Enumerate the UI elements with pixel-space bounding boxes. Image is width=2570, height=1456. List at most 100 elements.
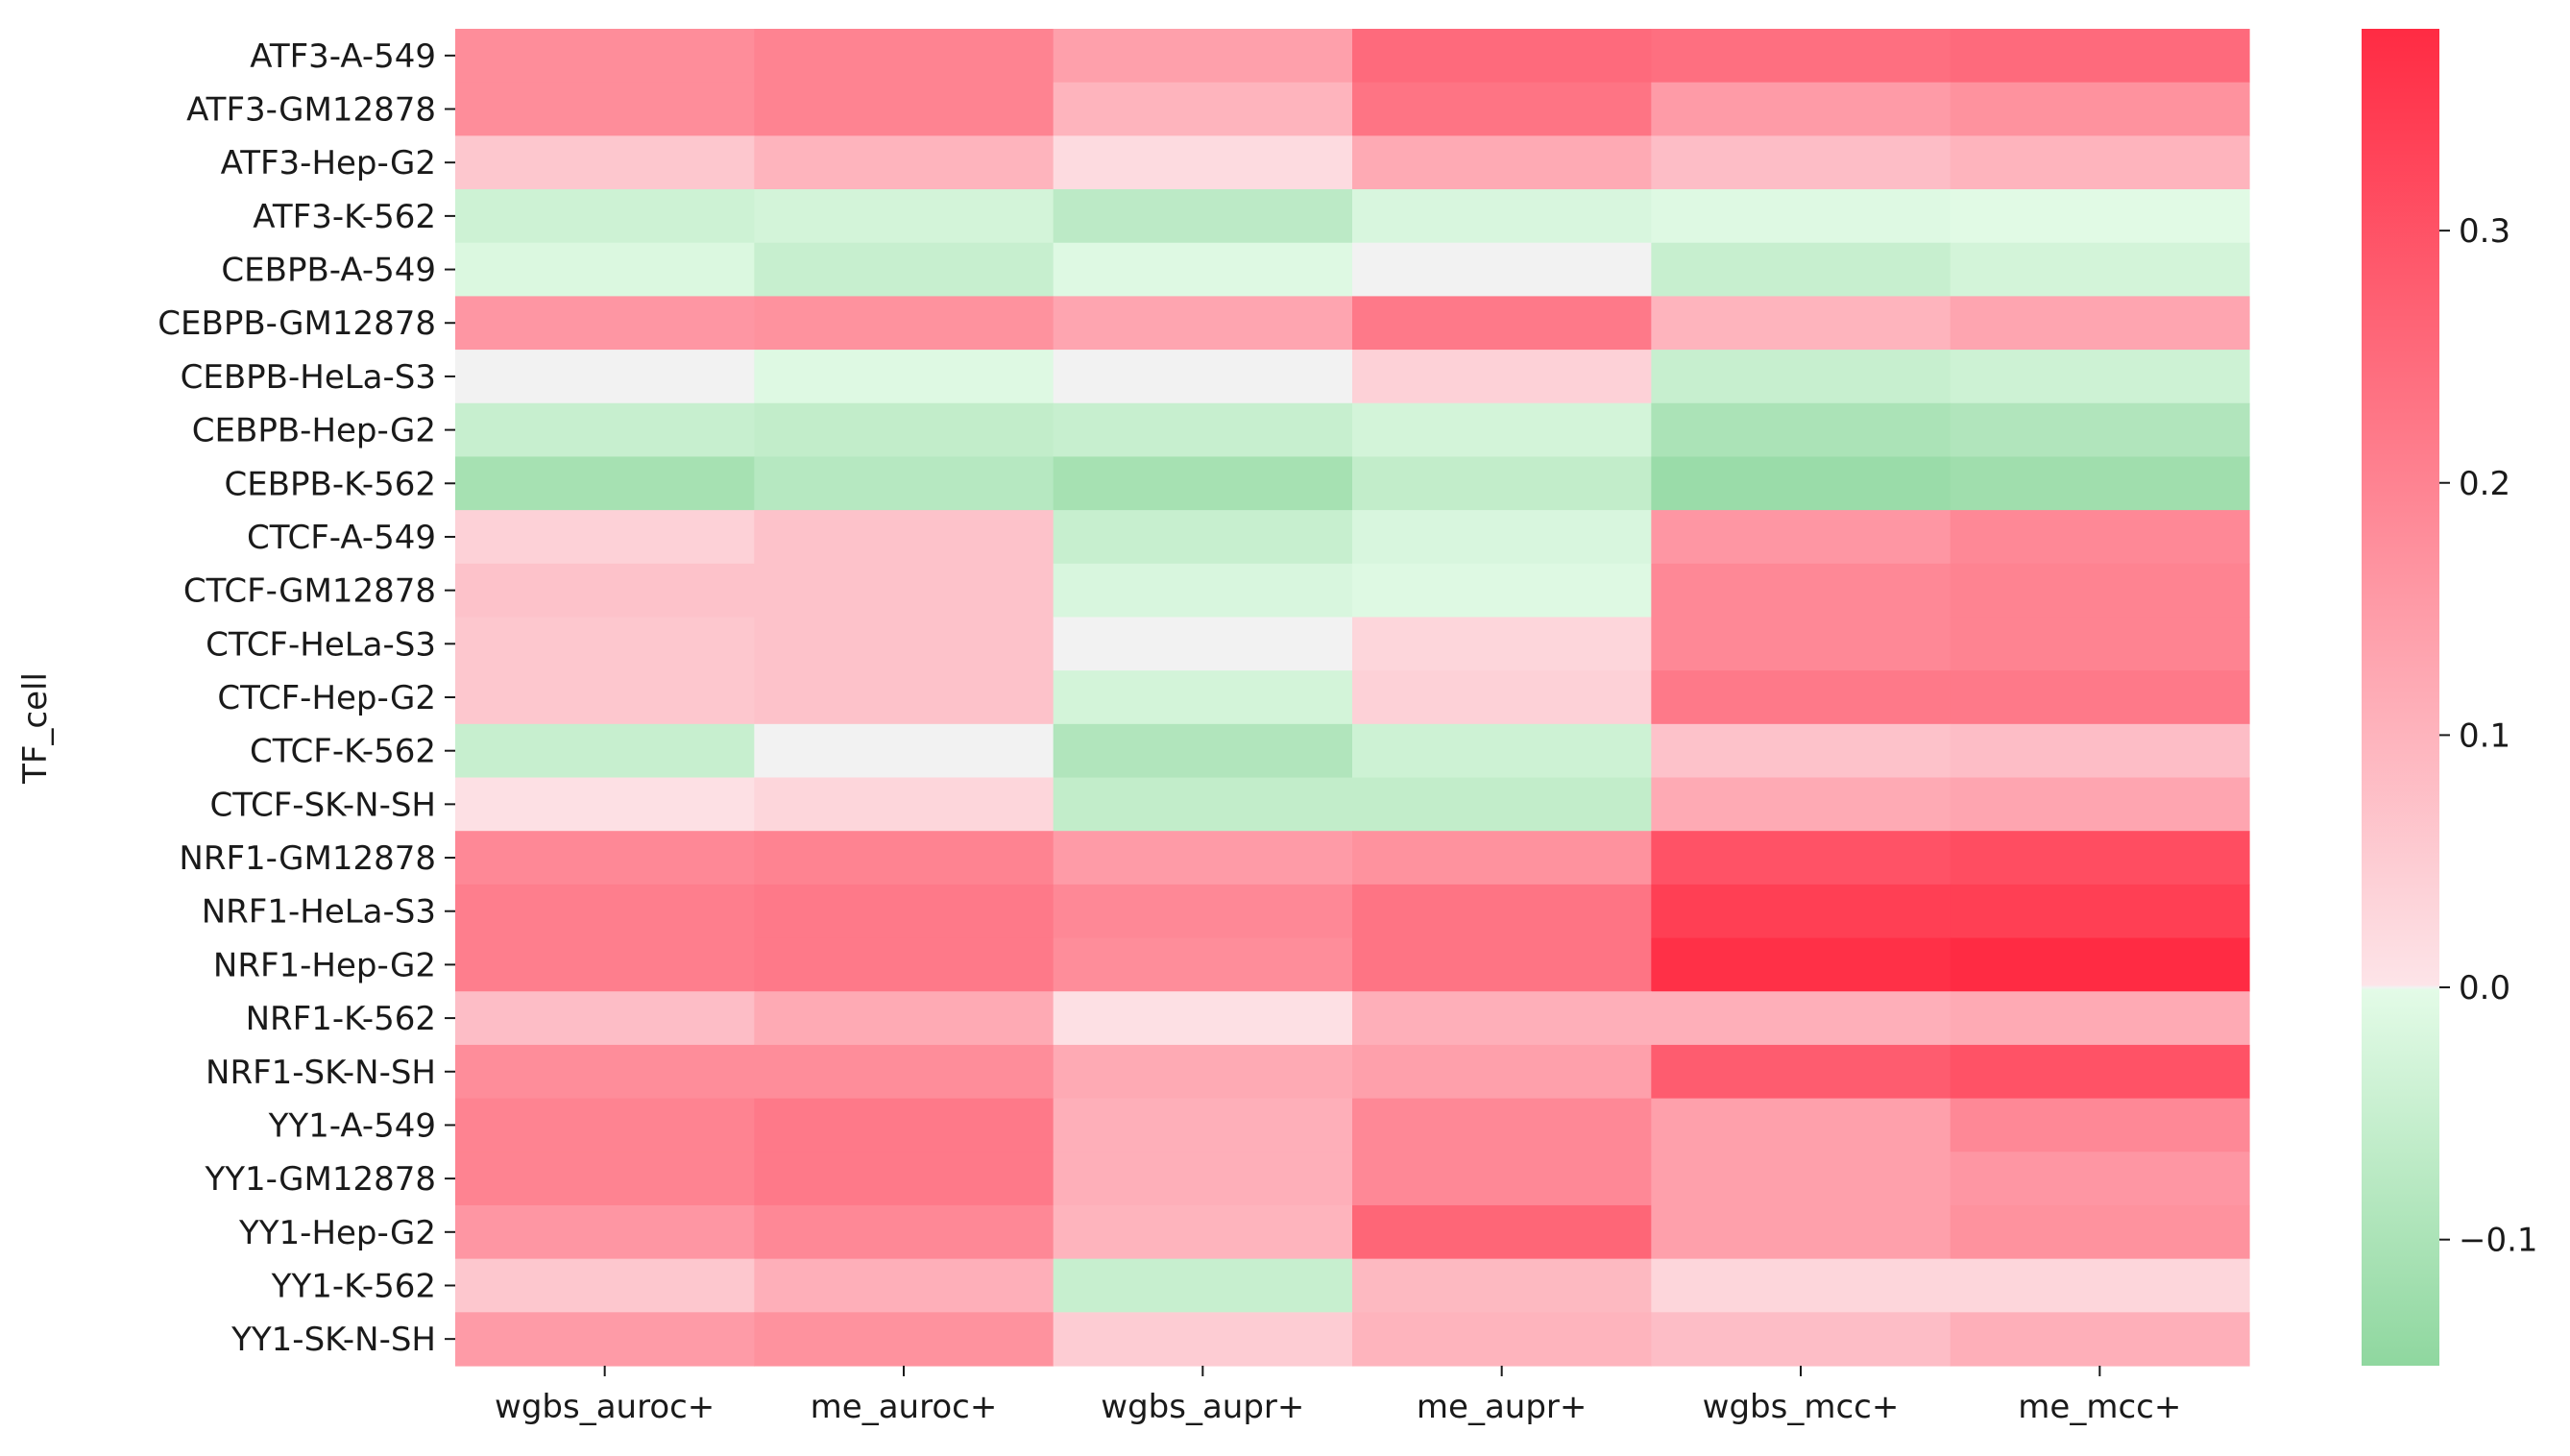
heatmap-cell [1352, 1204, 1652, 1260]
heatmap-cell [1651, 402, 1952, 458]
heatmap-cell [1950, 831, 2250, 886]
heatmap-cell [1950, 510, 2250, 565]
heatmap-cell [754, 991, 1055, 1046]
heatmap-cell [1950, 242, 2250, 297]
heatmap-cell [754, 402, 1055, 458]
heatmap-cell [1053, 937, 1353, 992]
y-tick-label: CTCF-A-549 [247, 519, 436, 557]
x-tick-label: wgbs_mcc+ [1703, 1388, 1900, 1426]
y-tick-label: YY1-A-549 [268, 1106, 436, 1145]
heatmap-cell [1053, 402, 1353, 458]
heatmap-cell [455, 1044, 755, 1100]
y-tick-label: ATF3-K-562 [253, 198, 436, 236]
heatmap-cell [1352, 135, 1652, 190]
heatmap-cell [1651, 777, 1952, 832]
heatmap-cell [754, 563, 1055, 619]
heatmap-cell [1053, 670, 1353, 725]
heatmap-cell [754, 723, 1055, 779]
heatmap-cell [1053, 296, 1353, 351]
heatmap-cell [1950, 937, 2250, 992]
heatmap-cell [1352, 1098, 1652, 1153]
heatmap-cell [1053, 1312, 1353, 1367]
heatmap-cell [1950, 402, 2250, 458]
heatmap-cell [754, 1098, 1055, 1153]
heatmap-cell [1053, 884, 1353, 939]
heatmap-cell [754, 937, 1055, 992]
heatmap-cell [1950, 617, 2250, 671]
heatmap-cell [1352, 350, 1652, 404]
heatmap-cell [455, 1258, 755, 1313]
heatmap-cell [1053, 29, 1353, 84]
heatmap-cell [1352, 510, 1652, 565]
colorbar-ticks: −0.1 0.0 0.1 0.2 0.3 [2439, 212, 2538, 1260]
heatmap-cell [1053, 1098, 1353, 1153]
heatmap-cell [1950, 1312, 2250, 1367]
heatmap-cells [455, 29, 2250, 1367]
heatmap-cell [1352, 937, 1652, 992]
heatmap-cell [1651, 510, 1952, 565]
heatmap-cell [754, 617, 1055, 671]
heatmap-cell [1651, 189, 1952, 244]
y-tick-label: ATF3-GM12878 [186, 91, 436, 130]
heatmap-cell [1950, 296, 2250, 351]
heatmap-cell [455, 1098, 755, 1153]
heatmap-cell [1352, 296, 1652, 351]
heatmap-cell [754, 82, 1055, 136]
heatmap-cell [1352, 777, 1652, 832]
heatmap-cell [1950, 777, 2250, 832]
heatmap-cell [1651, 1044, 1952, 1100]
heatmap-cell [1352, 723, 1652, 779]
y-tick-label: CEBPB-Hep-G2 [192, 412, 436, 450]
heatmap-cell [1950, 1044, 2250, 1100]
y-tick-label: NRF1-GM12878 [179, 839, 436, 878]
y-axis: ATF3-A-549 ATF3-GM12878 ATF3-Hep-G2 ATF3-K-… [158, 37, 455, 1359]
heatmap-cell [1352, 563, 1652, 619]
heatmap-cell [754, 189, 1055, 244]
heatmap-cell [1651, 1312, 1952, 1367]
heatmap-cell [754, 29, 1055, 84]
colorbar: −0.1 0.0 0.1 0.2 0.3 [2362, 29, 2538, 1366]
heatmap-cell [1950, 350, 2250, 404]
heatmap-cell [1651, 617, 1952, 671]
heatmap-cell [754, 1152, 1055, 1206]
x-tick-label: me_auroc+ [811, 1388, 998, 1426]
colorbar-tick-label: 0.3 [2459, 212, 2510, 251]
y-tick-label: YY1-K-562 [271, 1267, 436, 1305]
y-tick-label: CEBPB-K-562 [224, 465, 436, 503]
heatmap-cell [1352, 831, 1652, 886]
heatmap-cell [1352, 1152, 1652, 1206]
heatmap-cell [1053, 991, 1353, 1046]
heatmap-cell [1950, 884, 2250, 939]
heatmap-cell [754, 242, 1055, 297]
heatmap-cell [754, 296, 1055, 351]
heatmap-cell [455, 189, 755, 244]
y-tick-label: CTCF-Hep-G2 [217, 679, 436, 717]
y-tick-label: NRF1-SK-N-SH [206, 1054, 436, 1092]
heatmap-cell [754, 1044, 1055, 1100]
heatmap-cell [754, 1312, 1055, 1367]
y-tick-label: YY1-SK-N-SH [230, 1321, 436, 1359]
heatmap-cell [1651, 82, 1952, 136]
heatmap-cell [1053, 831, 1353, 886]
heatmap-cell [1651, 350, 1952, 404]
heatmap-cell [455, 135, 755, 190]
y-tick-label: YY1-GM12878 [204, 1160, 436, 1199]
y-tick-label: CEBPB-A-549 [221, 252, 436, 290]
heatmap-cell [1950, 189, 2250, 244]
heatmap-cell [455, 456, 755, 511]
heatmap-cell [754, 135, 1055, 190]
heatmap-cell [455, 1152, 755, 1206]
heatmap-cell [754, 884, 1055, 939]
heatmap-cell [1651, 991, 1952, 1046]
heatmap-cell [1950, 1258, 2250, 1313]
y-tick-label: YY1-Hep-G2 [238, 1214, 436, 1252]
heatmap-cell [455, 1312, 755, 1367]
heatmap-cell [1651, 1098, 1952, 1153]
heatmap-cell [754, 350, 1055, 404]
heatmap-cell [1651, 1204, 1952, 1260]
heatmap-cell [455, 991, 755, 1046]
heatmap-cell [455, 617, 755, 671]
heatmap-cell [1053, 563, 1353, 619]
heatmap-cell [1950, 1098, 2250, 1153]
